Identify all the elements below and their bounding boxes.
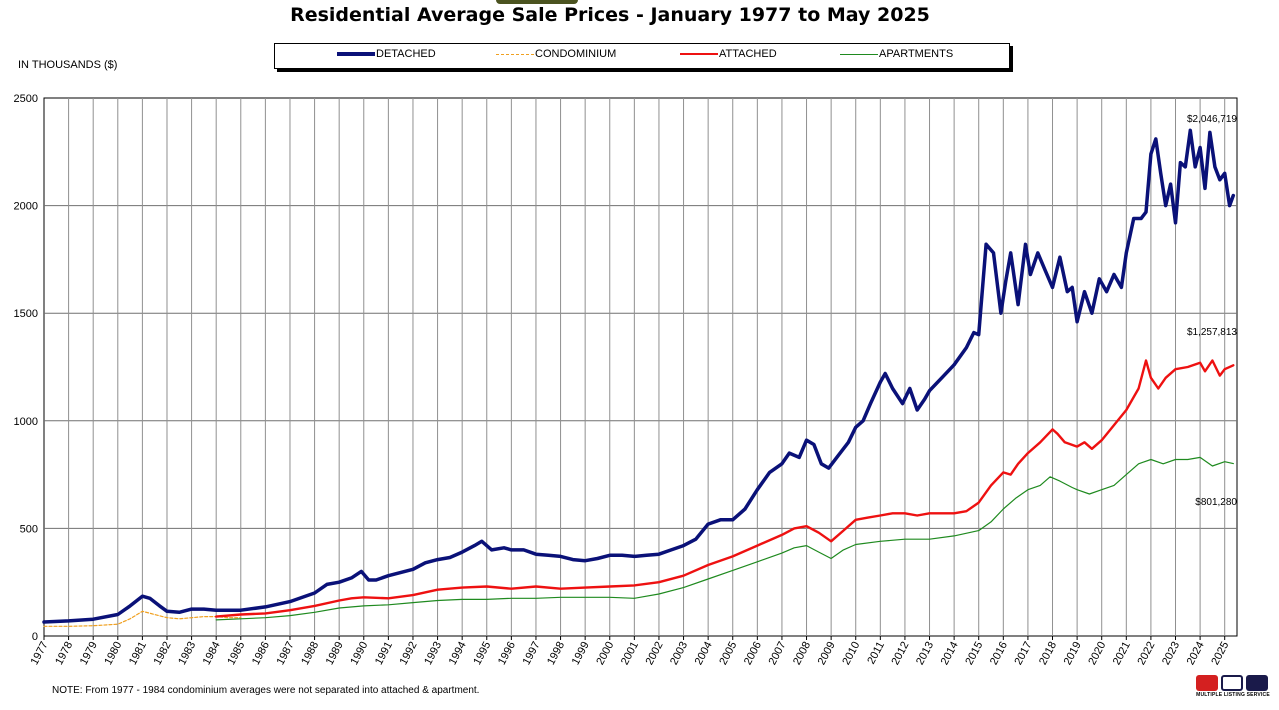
series-line-detached: [42, 128, 1236, 624]
x-tick-label: 2015: [963, 640, 985, 667]
x-tick-label: 1994: [447, 640, 469, 667]
x-tick-label: 1992: [398, 640, 420, 667]
x-tick-label: 2017: [1012, 640, 1034, 667]
x-tick-label: 2024: [1185, 640, 1207, 667]
x-tick-label: 2018: [1037, 640, 1059, 667]
x-tick-label: 2019: [1062, 640, 1084, 667]
x-tick-label: 2006: [742, 640, 764, 667]
x-tick-label: 2008: [791, 640, 813, 667]
series-line-attached: [214, 359, 1235, 618]
x-tick-label: 2000: [594, 640, 616, 667]
x-axis-ticks: 1977 1978 1979 1980 1981 1982 1983 1984 1985 1986…: [29, 640, 1232, 667]
legend-label-detached: DETACHED: [376, 48, 436, 60]
mls-logo-text: MULTIPLE LISTING SERVICE: [1196, 692, 1270, 698]
x-tick-label: 2005: [717, 640, 739, 667]
chart-annotations: $2,046,719 $1,257,813 $801,280: [1187, 114, 1237, 508]
annotation-apartments-value: $801,280: [1195, 497, 1237, 508]
legend-label-apartments: APARTMENTS: [879, 48, 954, 60]
y-tick-label: 500: [20, 523, 38, 535]
legend-swatch-detached: [337, 52, 375, 56]
x-tick-label: 1997: [521, 640, 543, 667]
x-tick-label: 1995: [471, 640, 493, 667]
mls-logo-s: [1246, 675, 1268, 691]
x-tick-label: 2007: [766, 640, 788, 667]
x-tick-label: 2021: [1111, 640, 1133, 667]
footnote: NOTE: From 1977 - 1984 condominium avera…: [52, 685, 480, 696]
x-tick-label: 2012: [889, 640, 911, 667]
x-tick-label: 1979: [78, 640, 100, 667]
x-tick-label: 2002: [644, 640, 666, 667]
chart-title: Residential Average Sale Prices - Januar…: [290, 4, 930, 26]
x-tick-label: 1998: [545, 640, 567, 667]
series-line-condominium: [43, 610, 242, 627]
legend-swatch-condominium: [496, 53, 534, 55]
y-tick-label: 1500: [14, 308, 38, 320]
y-tick-label: 0: [32, 631, 38, 643]
y-axis-units-label: IN THOUSANDS ($): [18, 59, 118, 71]
x-tick-label: 1982: [152, 640, 174, 667]
x-tick-label: 1991: [373, 640, 395, 667]
y-tick-label: 1000: [14, 416, 38, 428]
x-tick-label: 1999: [570, 640, 592, 667]
annotation-attached-value: $1,257,813: [1187, 327, 1237, 338]
x-tick-label: 1981: [127, 640, 149, 667]
x-tick-label: 2009: [816, 640, 838, 667]
chart-grid: [43, 97, 1238, 640]
x-tick-label: 1980: [102, 640, 124, 667]
x-tick-label: 2004: [693, 640, 715, 667]
series-line-apartments: [215, 456, 1234, 621]
y-tick-label: 2500: [14, 93, 38, 105]
annotation-detached-value: $2,046,719: [1187, 114, 1237, 125]
x-tick-label: 1993: [422, 640, 444, 667]
x-tick-label: 2022: [1135, 640, 1157, 667]
legend-item-apartments: APARTMENTS: [840, 48, 953, 60]
x-tick-label: 2001: [619, 640, 641, 667]
x-tick-label: 1986: [250, 640, 272, 667]
chart-series: [42, 128, 1236, 627]
x-tick-label: 1984: [201, 640, 223, 667]
legend-item-attached: ATTACHED: [680, 48, 777, 60]
x-tick-label: 1985: [225, 640, 247, 667]
x-tick-label: 1978: [53, 640, 75, 667]
mls-logo-house-icon: [1221, 675, 1243, 691]
x-tick-label: 1988: [299, 640, 321, 667]
plot-frame: [43, 97, 1238, 637]
legend-swatch-apartments: [840, 53, 878, 55]
chart-legend: DETACHED CONDOMINIUM ATTACHED APARTMENTS: [274, 43, 1010, 69]
x-tick-label: 1989: [324, 640, 346, 667]
legend-label-attached: ATTACHED: [719, 48, 777, 60]
mls-logo: MULTIPLE LISTING SERVICE: [1196, 675, 1270, 699]
legend-item-condominium: CONDOMINIUM: [496, 48, 616, 60]
x-tick-label: 2023: [1160, 640, 1182, 667]
legend-label-condominium: CONDOMINIUM: [535, 48, 617, 60]
legend-item-detached: DETACHED: [337, 48, 436, 60]
y-axis-ticks: 0 500 1000 1500 2000 2500: [14, 93, 38, 643]
y-tick-label: 2000: [14, 201, 38, 213]
x-tick-label: 1987: [275, 640, 297, 667]
x-tick-label: 2011: [865, 640, 887, 667]
x-tick-label: 2016: [988, 640, 1010, 667]
header-tab-decoration: [496, 0, 578, 4]
x-tick-label: 2013: [914, 640, 936, 667]
legend-swatch-attached: [680, 53, 718, 55]
x-tick-label: 2020: [1086, 640, 1108, 667]
x-tick-label: 2010: [840, 640, 862, 667]
x-tick-label: 1983: [176, 640, 198, 667]
x-tick-label: 2003: [668, 640, 690, 667]
mls-logo-m: [1196, 675, 1218, 691]
x-tick-label: 1977: [29, 640, 51, 667]
x-tick-label: 1996: [496, 640, 518, 667]
x-tick-label: 2014: [939, 640, 961, 667]
x-tick-label: 1990: [348, 640, 370, 667]
x-tick-label: 2025: [1209, 640, 1231, 667]
